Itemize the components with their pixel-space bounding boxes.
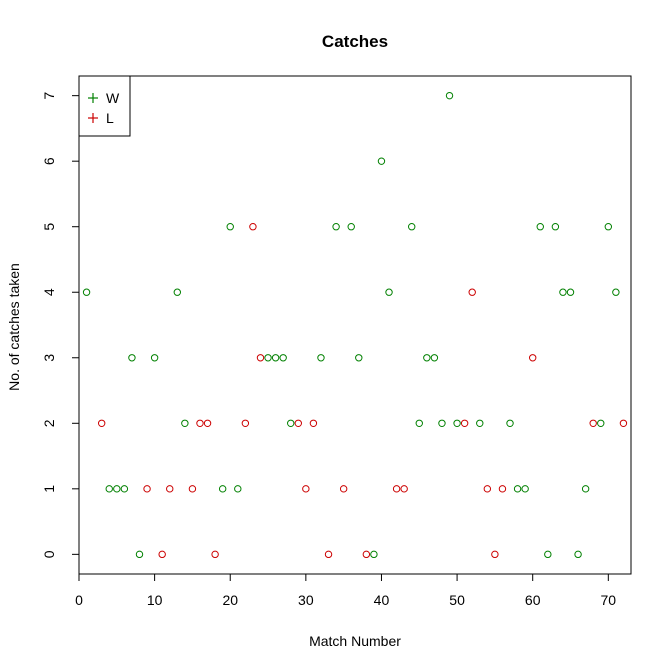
data-point-l (460, 419, 469, 427)
data-point-l (241, 419, 250, 427)
y-tick-label: 6 (41, 157, 57, 165)
data-point-l (528, 354, 537, 362)
data-point-w (408, 223, 416, 231)
data-point-l (203, 419, 212, 427)
data-point-w (604, 223, 613, 231)
data-point-w (415, 419, 423, 427)
data-point-w (218, 485, 227, 493)
data-point-l (143, 485, 151, 493)
data-point-w (287, 419, 295, 427)
data-point-w (317, 354, 325, 362)
data-point-w (597, 419, 605, 427)
data-point-w (559, 288, 567, 296)
data-point-l (256, 354, 265, 362)
data-point-l (211, 550, 219, 559)
y-tick-label: 2 (41, 419, 57, 427)
legend-label-l: L (106, 110, 114, 126)
data-point-w (445, 91, 454, 100)
data-point-l (188, 485, 197, 493)
y-axis: 0 1 2 3 4 5 6 7 (41, 92, 80, 558)
data-point-w (150, 354, 159, 362)
data-point-w (347, 223, 355, 231)
data-point-w (438, 419, 446, 427)
data-point-w (551, 223, 560, 231)
data-point-w (332, 223, 340, 231)
data-point-w (113, 485, 121, 493)
data-point-w (612, 288, 620, 296)
data-point-w (128, 354, 136, 362)
data-point-w (173, 288, 182, 296)
data-point-l (483, 485, 492, 493)
legend-label-w: W (106, 90, 120, 106)
data-point-w (476, 419, 484, 427)
data-point-l (619, 419, 628, 427)
data-point-l (589, 419, 597, 427)
y-tick-label: 1 (41, 485, 57, 493)
data-point-w (120, 485, 129, 493)
data-point-w (385, 288, 393, 296)
data-point-w (355, 354, 363, 362)
x-tick-label: 40 (374, 592, 390, 608)
data-point-l (158, 550, 166, 559)
x-tick-label: 70 (601, 592, 617, 608)
data-point-w (430, 354, 439, 362)
x-tick-label: 30 (298, 592, 314, 608)
x-tick-label: 20 (222, 592, 238, 608)
x-axis: 0 10 20 30 40 50 60 70 (75, 573, 617, 608)
x-tick-label: 0 (75, 592, 83, 608)
data-point-l (249, 223, 257, 231)
data-point-w (544, 550, 552, 559)
data-point-l (491, 550, 499, 559)
data-point-w (82, 288, 91, 296)
x-tick-label: 50 (449, 592, 465, 608)
data-point-w (370, 550, 378, 559)
data-point-l (498, 485, 507, 493)
data-point-l (309, 419, 318, 427)
data-point-w (105, 485, 113, 493)
data-point-l (339, 485, 348, 493)
y-tick-label: 0 (41, 550, 57, 558)
data-point-w (377, 157, 386, 165)
data-point-l (324, 550, 333, 559)
data-points (82, 91, 628, 559)
data-point-w (264, 354, 272, 362)
x-axis-label: Match Number (309, 633, 401, 649)
data-point-w (135, 550, 144, 559)
data-point-w (536, 223, 544, 231)
y-tick-label: 3 (41, 354, 57, 362)
x-tick-label: 60 (525, 592, 541, 608)
legend-box (78, 75, 131, 137)
data-point-l (400, 485, 408, 493)
data-point-w (506, 419, 514, 427)
y-tick-label: 4 (41, 288, 57, 296)
data-point-w (581, 485, 590, 493)
data-point-w (574, 550, 582, 559)
data-point-w (181, 419, 189, 427)
chart-title: Catches (322, 32, 388, 51)
data-point-w (226, 223, 234, 231)
data-point-l (392, 485, 401, 493)
data-point-w (521, 485, 529, 493)
data-point-l (468, 288, 476, 296)
data-point-w (279, 354, 287, 362)
data-point-l (97, 419, 106, 427)
y-tick-label: 5 (41, 223, 57, 231)
data-point-w (513, 485, 522, 493)
data-point-w (453, 419, 461, 427)
data-point-w (566, 288, 575, 296)
legend: WL (78, 75, 131, 137)
data-point-w (234, 485, 242, 493)
y-axis-label: No. of catches taken (6, 263, 22, 391)
data-point-l (166, 485, 174, 493)
y-tick-label: 7 (41, 92, 57, 100)
data-point-l (362, 550, 371, 559)
x-tick-label: 10 (147, 592, 163, 608)
data-point-w (271, 354, 280, 362)
data-point-l (294, 419, 302, 427)
data-point-l (302, 485, 310, 493)
data-point-l (196, 419, 204, 427)
data-point-w (423, 354, 431, 362)
